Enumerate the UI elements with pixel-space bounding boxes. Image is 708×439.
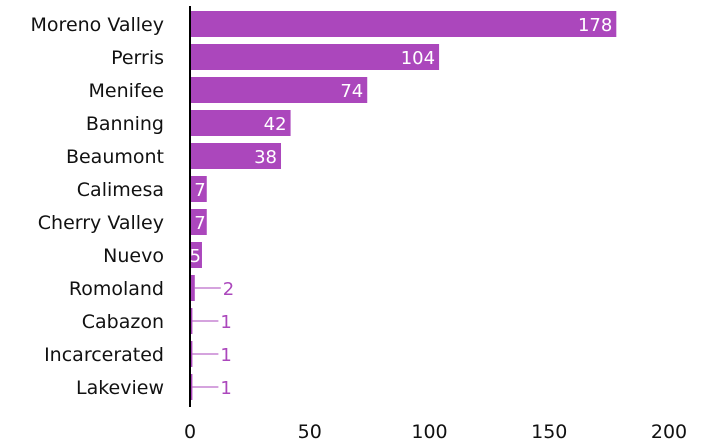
bar — [190, 143, 282, 169]
value-label: 104 — [401, 48, 435, 69]
x-axis-ticks-group: 0 50 100 150 200 — [184, 421, 687, 439]
axis-gutter — [166, 0, 190, 407]
bar — [190, 77, 368, 103]
x-tick-label: 150 — [531, 421, 567, 439]
category-label: Cabazon — [82, 311, 164, 333]
bar — [190, 209, 207, 235]
value-label: 1 — [220, 345, 231, 366]
bar — [190, 11, 617, 37]
value-label: 7 — [194, 180, 205, 201]
value-labels-group: 178 104 74 42 38 7 7 5 2 1 1 1 — [166, 0, 612, 407]
category-label: Perris — [111, 47, 164, 69]
bar — [190, 308, 193, 334]
value-label: 74 — [340, 81, 363, 102]
category-label: Calimesa — [77, 179, 164, 201]
category-label: Nuevo — [103, 245, 164, 267]
bar — [190, 242, 202, 268]
bar — [190, 374, 193, 400]
bar — [190, 176, 207, 202]
value-label: 42 — [264, 114, 287, 135]
category-label: Romoland — [69, 278, 164, 300]
category-label: Lakeview — [76, 377, 164, 399]
bar — [190, 44, 440, 70]
value-label: 38 — [254, 147, 277, 168]
category-label: Incarcerated — [44, 344, 164, 366]
value-label: 2 — [223, 279, 234, 300]
value-label: 178 — [578, 15, 612, 36]
value-label: 5 — [190, 246, 201, 267]
category-label: Menifee — [89, 80, 164, 102]
bar — [190, 275, 195, 301]
value-label: 7 — [194, 213, 205, 234]
x-tick-label: 50 — [298, 421, 322, 439]
x-tick-label: 0 — [184, 421, 196, 439]
category-labels-group: Moreno Valley Perris Menifee Banning Beaumon… — [31, 14, 164, 399]
bar — [190, 341, 193, 367]
value-label: 1 — [220, 312, 231, 333]
bar — [190, 110, 291, 136]
x-tick-label: 100 — [411, 421, 447, 439]
category-label: Cherry Valley — [38, 212, 164, 234]
category-label: Banning — [86, 113, 164, 135]
category-label: Moreno Valley — [31, 14, 164, 36]
bars-group — [190, 11, 617, 400]
value-label: 1 — [220, 378, 231, 399]
x-tick-label: 200 — [651, 421, 687, 439]
category-label: Beaumont — [66, 146, 164, 168]
